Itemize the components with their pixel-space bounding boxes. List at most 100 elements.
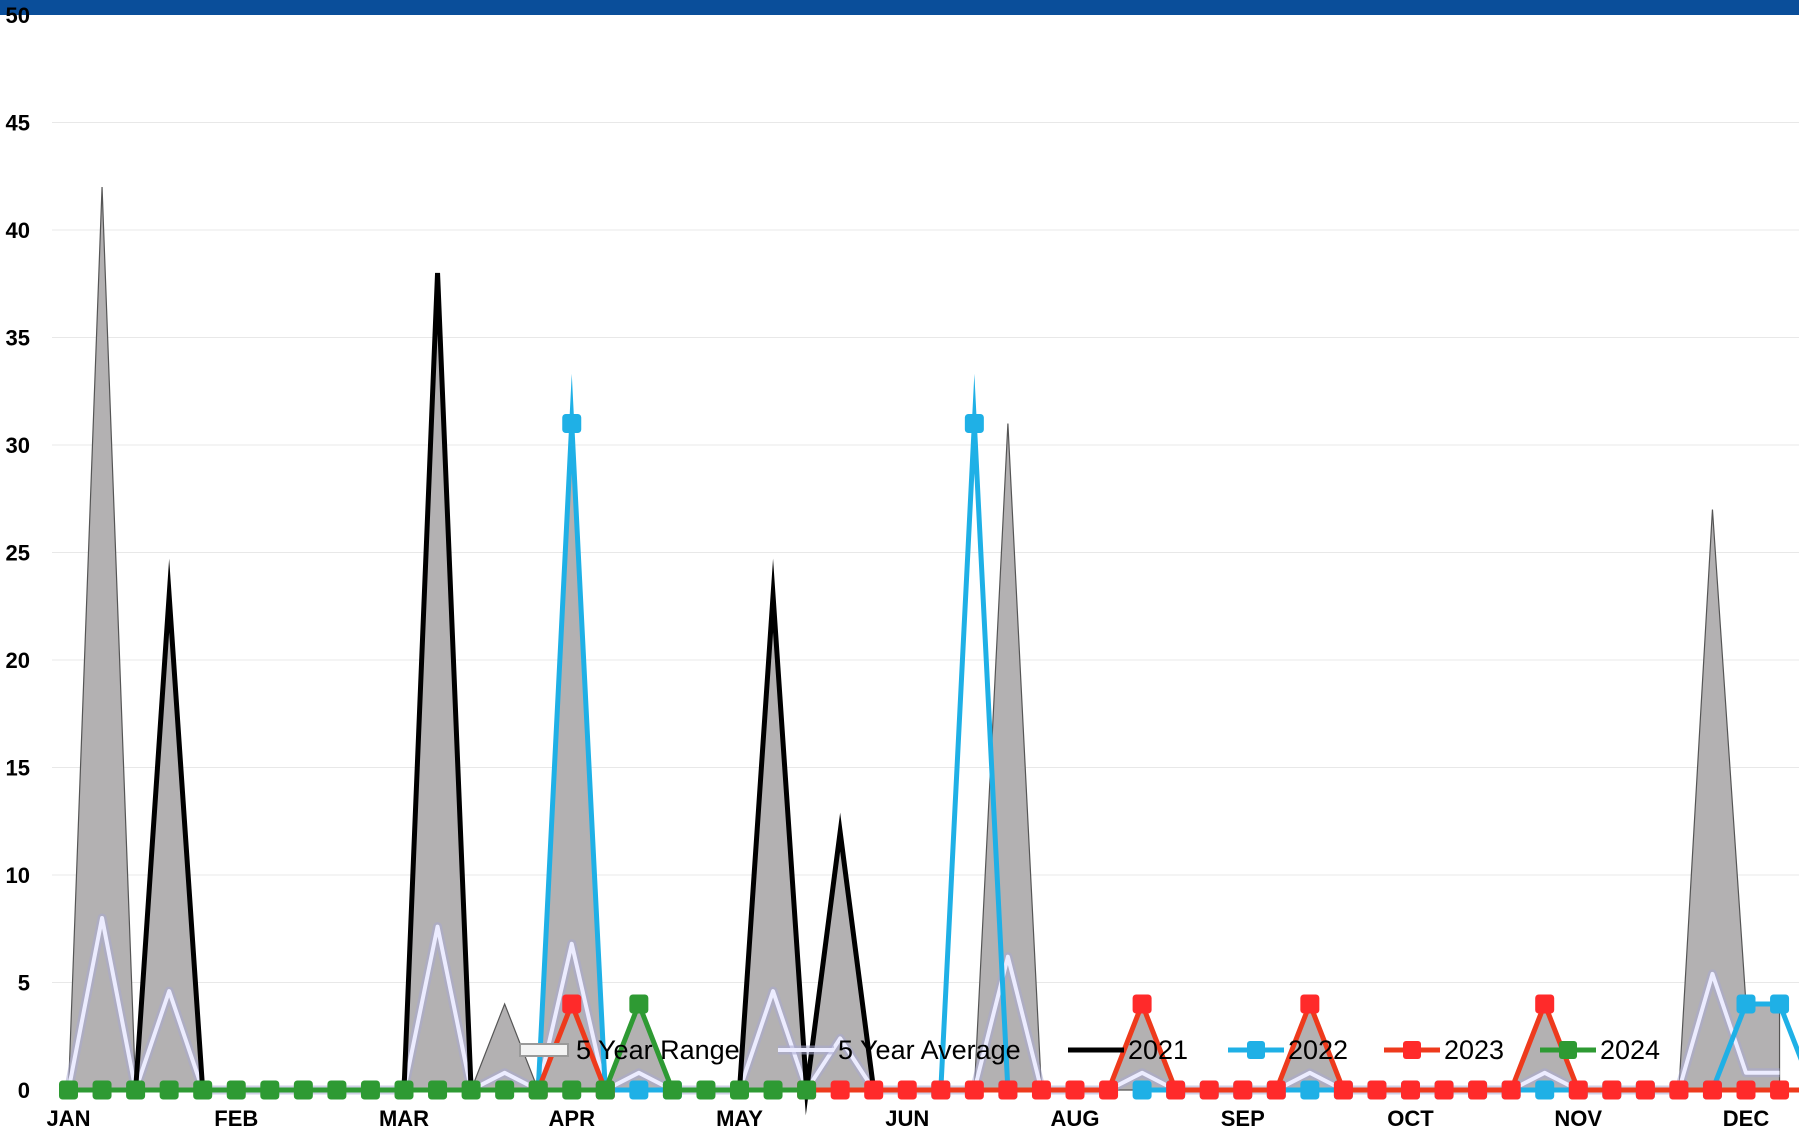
x-tick-label: APR — [549, 1106, 596, 1130]
series-2024-point — [763, 1080, 783, 1100]
series-2024-point — [360, 1080, 380, 1100]
y-tick-label: 15 — [6, 756, 30, 781]
series-2022-point — [1736, 994, 1756, 1014]
series-2024-point — [293, 1080, 313, 1100]
series-2024-point — [394, 1080, 414, 1100]
range-area — [67, 186, 1781, 1091]
series-2024-point — [193, 1080, 213, 1100]
legend-label: 2022 — [1288, 1035, 1348, 1065]
y-tick-label: 35 — [6, 326, 30, 351]
y-tick-label: 50 — [6, 3, 30, 28]
series-2024-point — [428, 1080, 448, 1100]
series-2023-point — [964, 1080, 984, 1100]
series-2022-point — [1300, 1080, 1320, 1100]
legend-item: 2024 — [1540, 1035, 1660, 1065]
series-2023-point — [931, 1080, 951, 1100]
top-bar — [0, 0, 1799, 15]
x-tick-label: AUG — [1051, 1106, 1100, 1130]
series-2023-point — [1568, 1080, 1588, 1100]
legend-label: 2024 — [1600, 1035, 1660, 1065]
series-2024-point — [461, 1080, 481, 1100]
y-tick-label: 30 — [6, 433, 30, 458]
series-2022-point — [1535, 1080, 1555, 1100]
series-2023-point — [998, 1080, 1018, 1100]
x-tick-label: JAN — [46, 1106, 90, 1130]
series-2023-point — [1166, 1080, 1186, 1100]
series-2023-point — [1132, 994, 1152, 1014]
series-2021-line — [401, 272, 474, 1091]
x-tick-label: MAY — [716, 1106, 763, 1130]
y-tick-label: 25 — [6, 541, 30, 566]
legend-label: 5 Year Average — [838, 1035, 1021, 1065]
series-2023-point — [830, 1080, 850, 1100]
x-tick-label: JUN — [885, 1106, 929, 1130]
legend-swatch — [519, 1043, 569, 1057]
series-2022-point — [964, 414, 984, 433]
series-2022-point — [1770, 994, 1790, 1014]
series-2024-point — [159, 1080, 179, 1100]
legend-marker — [1247, 1041, 1265, 1059]
legend-item: 2021 — [1068, 1035, 1188, 1065]
series-2024-point — [562, 1080, 582, 1100]
legend-item: 2022 — [1228, 1035, 1348, 1065]
legend-item: 5 Year Average — [778, 1035, 1021, 1065]
series-2023-point — [1300, 994, 1320, 1014]
legend-marker — [1559, 1041, 1577, 1059]
series-2023-point — [1266, 1080, 1286, 1100]
series-2024-point — [595, 1080, 615, 1100]
series-2024-point — [528, 1080, 548, 1100]
series-2023-point — [1501, 1080, 1521, 1100]
series-2023-point — [1031, 1080, 1051, 1100]
series-2024-point — [126, 1080, 146, 1100]
series-2023-point — [1770, 1080, 1790, 1100]
series-2023-point — [1199, 1080, 1219, 1100]
series-2023-point — [1099, 1080, 1119, 1100]
series-2023-point — [1333, 1080, 1353, 1100]
y-tick-label: 45 — [6, 111, 30, 136]
series-2024-point — [260, 1080, 280, 1100]
legend-item: 5 Year Range — [519, 1035, 740, 1065]
x-axis: JAN FEB MAR APR MAY JUN AUG SEP OCT NOV DEC — [46, 1106, 1769, 1130]
legend: 5 Year Range 5 Year Average 2021 2022 2023 20… — [519, 1035, 1660, 1065]
series-2023-point — [1602, 1080, 1622, 1100]
series-2024-point — [226, 1080, 246, 1100]
series-2023-point — [897, 1080, 917, 1100]
series-2023-point — [1669, 1080, 1689, 1100]
series-2023-point — [1233, 1080, 1253, 1100]
y-tick-label: 40 — [6, 218, 30, 243]
series-2023-point — [1367, 1080, 1387, 1100]
x-tick-label: DEC — [1723, 1106, 1770, 1130]
series-2023-point — [1401, 1080, 1420, 1100]
series-2023-point — [1635, 1080, 1655, 1100]
x-tick-label: MAR — [379, 1106, 429, 1130]
series-2024-point — [92, 1080, 112, 1100]
plot-area — [59, 186, 1799, 1116]
x-tick-label: NOV — [1554, 1106, 1602, 1130]
legend-label: 2021 — [1128, 1035, 1188, 1065]
x-tick-label: OCT — [1387, 1106, 1434, 1130]
legend-marker — [1403, 1041, 1421, 1059]
series-2022-point — [629, 1080, 649, 1100]
series-2024-point — [696, 1080, 716, 1100]
series-2024-point — [629, 994, 649, 1014]
series-2023-point — [1702, 1080, 1722, 1100]
series-2022-point — [562, 414, 582, 433]
series-2024-point — [495, 1080, 515, 1100]
legend-label: 2023 — [1444, 1035, 1504, 1065]
series-2024-point — [797, 1080, 817, 1100]
legend-label: 5 Year Range — [576, 1035, 740, 1065]
series-2024-point — [730, 1080, 749, 1100]
series-2024-point — [59, 1080, 78, 1100]
y-tick-label: 0 — [18, 1078, 30, 1103]
series-2023-point — [1736, 1080, 1756, 1100]
y-tick-label: 10 — [6, 863, 30, 888]
x-tick-label: SEP — [1221, 1106, 1265, 1130]
series-2023-point — [562, 994, 582, 1014]
y-tick-label: 20 — [6, 648, 30, 673]
y-tick-label: 5 — [18, 971, 30, 996]
series-2023-point — [1535, 994, 1555, 1014]
series-2023-point — [864, 1080, 884, 1100]
y-axis: 0 5 10 15 20 25 30 35 40 45 50 — [6, 3, 30, 1103]
grid — [52, 122, 1799, 983]
